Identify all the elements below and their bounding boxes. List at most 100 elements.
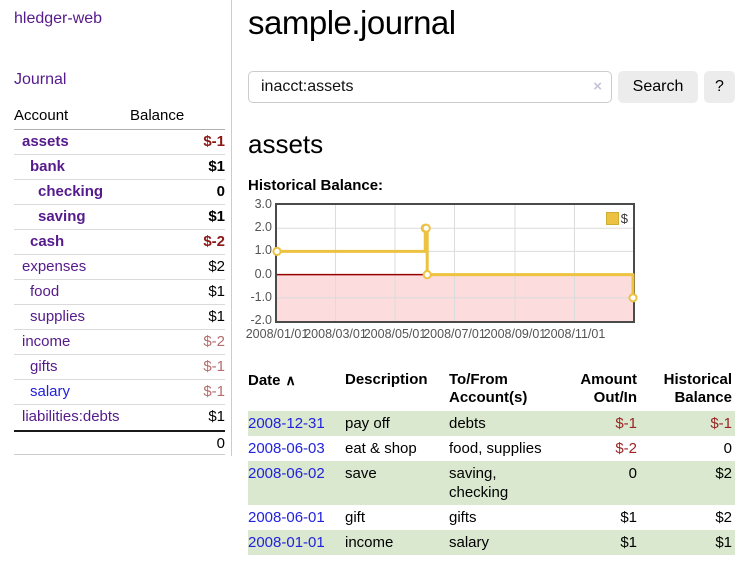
account-balance: $2 xyxy=(208,258,225,275)
account-link-saving[interactable]: saving xyxy=(38,208,86,225)
transaction-accounts: salary xyxy=(449,534,490,551)
transaction-balance: 0 xyxy=(723,440,732,457)
account-balance: $1 xyxy=(208,208,225,225)
account-link-cash[interactable]: cash xyxy=(30,233,65,250)
search-input[interactable] xyxy=(248,71,612,103)
legend-label: $ xyxy=(620,211,628,226)
accounts-tree: Account Balance assets $-1 bank $1 checking 0… xyxy=(14,103,225,455)
transaction-date-link[interactable]: 2008-06-02 xyxy=(248,465,325,482)
account-row: expenses $2 xyxy=(14,255,225,280)
x-axis-tick-label: 2008/05/01 xyxy=(363,327,427,341)
account-heading: assets xyxy=(248,129,324,159)
data-point-marker xyxy=(628,293,638,303)
search-row: × Search ? xyxy=(248,71,735,103)
account-row: cash $-2 xyxy=(14,230,225,255)
help-button[interactable]: ? xyxy=(704,71,735,103)
transaction-date-link[interactable]: 2008-12-31 xyxy=(248,415,325,432)
account-balance: $1 xyxy=(208,308,225,325)
y-axis-tick-label: 0.0 xyxy=(254,266,272,281)
balance-chart-plot[interactable]: $ xyxy=(272,203,638,323)
account-row: saving $1 xyxy=(14,205,225,230)
legend-swatch-icon xyxy=(605,212,619,225)
transaction-date-link[interactable]: 2008-01-01 xyxy=(248,534,325,551)
search-box: × xyxy=(248,71,612,103)
transaction-amount: $1 xyxy=(620,509,637,526)
brand-link[interactable]: hledger-web xyxy=(14,10,103,27)
column-header-balance: Historical Balance xyxy=(663,371,732,406)
account-link-bank[interactable]: bank xyxy=(30,158,66,175)
transaction-description: income xyxy=(345,534,394,551)
account-row: assets $-1 xyxy=(14,130,225,155)
accounts-total-value: 0 xyxy=(216,435,225,452)
y-axis-tick-label: -1.0 xyxy=(250,289,272,304)
account-link-expenses[interactable]: expenses xyxy=(22,258,87,275)
column-header-amount: Amount Out/In xyxy=(580,371,637,406)
account-link-income[interactable]: income xyxy=(22,333,71,350)
account-balance: $-2 xyxy=(203,233,225,250)
register-row: 2008-12-31 pay off debts $-1 $-1 xyxy=(248,411,735,436)
chart-legend: $ xyxy=(605,211,628,226)
sidebar: hledger-web Journal Account Balance asse… xyxy=(0,0,232,582)
account-link-liabilities-debts[interactable]: liabilities:debts xyxy=(22,408,120,425)
account-row: gifts $-1 xyxy=(14,355,225,380)
y-axis-tick-label: 1.0 xyxy=(254,243,272,258)
data-point-marker xyxy=(422,270,432,280)
transaction-description: gift xyxy=(345,509,366,526)
transaction-accounts: food, supplies xyxy=(449,440,542,457)
account-balance: $-1 xyxy=(203,133,225,150)
accounts-column-header: Account xyxy=(14,107,69,124)
register-row: 2008-06-02 save saving, checking 0 $2 xyxy=(248,461,735,505)
account-balance: $-1 xyxy=(203,358,225,375)
account-link-checking[interactable]: checking xyxy=(38,183,104,200)
chart-heading: Historical Balance: xyxy=(248,177,384,194)
accounts-tree-header: Account Balance xyxy=(14,103,225,130)
sort-ascending-icon: ∧ xyxy=(285,372,296,388)
y-axis-tick-label: 3.0 xyxy=(254,197,272,211)
transaction-accounts: saving, checking xyxy=(449,465,509,501)
transaction-date-link[interactable]: 2008-06-01 xyxy=(248,509,325,526)
transaction-amount: $-1 xyxy=(615,415,637,432)
x-axis-tick-label: 2008/11/01 xyxy=(543,327,606,341)
account-row: supplies $1 xyxy=(14,305,225,330)
account-balance: 0 xyxy=(216,183,225,200)
register-header-row: Date ∧ Description To/From Account(s) Amo… xyxy=(248,369,735,411)
register-row: 2008-01-01 income salary $1 $1 xyxy=(248,530,735,555)
column-header-description: Description xyxy=(345,371,428,388)
search-button[interactable]: Search xyxy=(618,71,698,103)
account-row: salary $-1 xyxy=(14,380,225,405)
register-table: Date ∧ Description To/From Account(s) Amo… xyxy=(248,369,735,555)
x-axis-tick-label: 2008/03/01 xyxy=(304,327,367,341)
y-axis-tick-label: 2.0 xyxy=(254,220,272,235)
data-point-marker xyxy=(272,246,282,257)
main-content: sample.journal × Search ? assets Histori… xyxy=(246,0,735,555)
account-balance: $1 xyxy=(208,408,225,425)
account-balance: $-2 xyxy=(203,333,225,350)
transaction-amount: $-2 xyxy=(615,440,637,457)
transaction-balance: $1 xyxy=(715,534,732,551)
register-row: 2008-06-01 gift gifts $1 $2 xyxy=(248,505,735,530)
sidebar-item-journal[interactable]: Journal xyxy=(14,71,67,88)
register-row: 2008-06-03 eat & shop food, supplies $-2 0 xyxy=(248,436,735,461)
account-row: food $1 xyxy=(14,280,225,305)
balance-column-header: Balance xyxy=(130,107,185,124)
column-header-date[interactable]: Date ∧ xyxy=(248,372,296,389)
account-balance: $1 xyxy=(208,283,225,300)
account-link-assets[interactable]: assets xyxy=(22,133,69,150)
transaction-balance: $2 xyxy=(715,465,732,482)
transaction-accounts: gifts xyxy=(449,509,477,526)
sidebar-divider xyxy=(231,0,232,456)
account-link-gifts[interactable]: gifts xyxy=(30,358,58,375)
account-row: checking 0 xyxy=(14,180,225,205)
account-link-food[interactable]: food xyxy=(30,283,60,300)
account-link-supplies[interactable]: supplies xyxy=(30,308,86,325)
account-balance: $-1 xyxy=(203,383,225,400)
page-title: sample.journal xyxy=(248,4,456,41)
account-balance: $1 xyxy=(208,158,225,175)
transaction-balance: $-1 xyxy=(710,415,732,432)
account-row: bank $1 xyxy=(14,155,225,180)
transaction-date-link[interactable]: 2008-06-03 xyxy=(248,440,325,457)
data-point-marker xyxy=(421,223,431,233)
y-axis-tick-label: -2.0 xyxy=(250,313,272,327)
clear-search-icon[interactable]: × xyxy=(593,78,602,95)
account-link-salary[interactable]: salary xyxy=(30,383,71,400)
